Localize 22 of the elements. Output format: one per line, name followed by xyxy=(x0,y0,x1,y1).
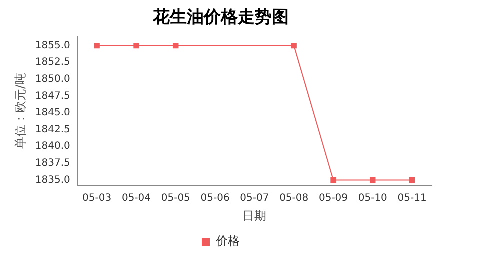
x-tick-label: 05-10 xyxy=(358,193,388,204)
y-tick-label: 1847.5 xyxy=(35,90,70,102)
y-tick-label: 1840.0 xyxy=(35,141,70,152)
x-tick-label: 05-06 xyxy=(200,193,230,204)
x-tick-label: 05-05 xyxy=(161,193,190,204)
y-tick-label: 1842.5 xyxy=(35,124,70,136)
x-tick-label: 05-08 xyxy=(280,193,309,204)
y-tick-label: 1835.0 xyxy=(35,174,70,186)
y-tick-label: 1845.0 xyxy=(35,108,70,119)
x-tick-label: 05-11 xyxy=(398,193,427,204)
x-tick-label: 05-03 xyxy=(82,193,112,204)
y-tick-label: 1852.5 xyxy=(35,57,70,68)
chart-title: 花生油价格走势图 xyxy=(152,8,289,28)
y-tick-label: 1837.5 xyxy=(35,158,70,170)
y-tick-label: 1850.0 xyxy=(35,74,70,86)
y-axis-title: 单位：欧元/吨 xyxy=(13,72,28,150)
x-tick-label: 05-04 xyxy=(122,193,152,204)
x-tick-label: 05-07 xyxy=(240,193,270,204)
legend-label: 价格 xyxy=(215,234,240,248)
x-tick-label: 05-09 xyxy=(318,193,348,204)
y-tick-label: 1855.0 xyxy=(35,40,70,52)
x-axis-title: 日期 xyxy=(242,208,267,223)
